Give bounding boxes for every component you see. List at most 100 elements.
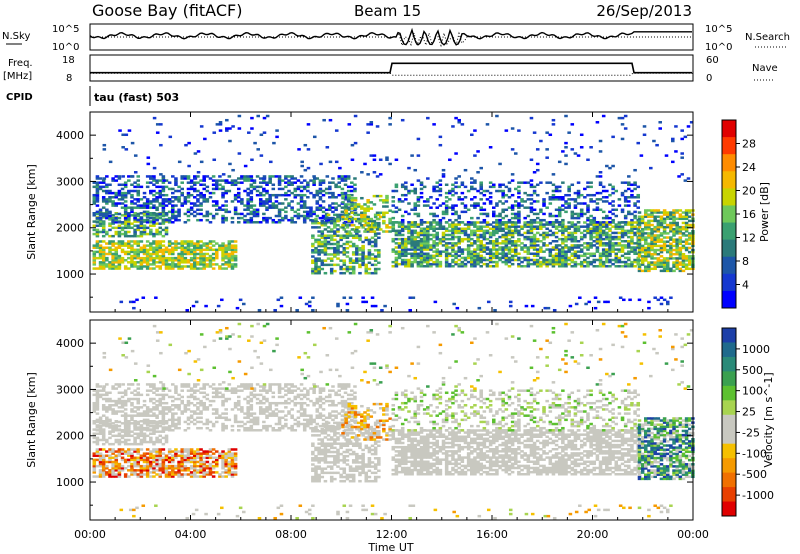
power-cell bbox=[328, 185, 332, 189]
power-cell bbox=[92, 224, 97, 227]
power-cell bbox=[233, 258, 238, 262]
power-cell bbox=[589, 198, 593, 201]
power-cell bbox=[687, 223, 692, 227]
power-cell bbox=[314, 263, 318, 267]
power-cell bbox=[353, 183, 357, 187]
power-cell bbox=[416, 154, 421, 157]
velocity-cell bbox=[199, 464, 203, 468]
power-cell bbox=[164, 232, 169, 236]
power-cell bbox=[561, 242, 565, 245]
power-cell bbox=[152, 116, 157, 120]
power-cell bbox=[535, 168, 540, 172]
power-cell bbox=[633, 214, 637, 218]
power-cell bbox=[548, 250, 553, 253]
power-cell bbox=[611, 258, 615, 262]
power-cell bbox=[196, 244, 200, 247]
power-cell bbox=[551, 262, 556, 266]
power-cell bbox=[152, 250, 156, 254]
power-cell bbox=[608, 240, 612, 243]
power-cell bbox=[576, 193, 581, 197]
power-cell bbox=[426, 227, 430, 230]
power-cell bbox=[510, 229, 515, 233]
power-cell bbox=[407, 235, 411, 239]
power-cell bbox=[342, 271, 347, 275]
power-cell bbox=[495, 250, 499, 253]
velocity-cell bbox=[177, 454, 181, 457]
power-cell bbox=[334, 202, 338, 205]
power-cell bbox=[295, 308, 299, 312]
power-cell bbox=[589, 229, 593, 233]
power-cell bbox=[320, 267, 325, 271]
power-cell bbox=[256, 114, 260, 118]
power-cell bbox=[227, 181, 232, 184]
power-cell bbox=[280, 187, 285, 191]
power-cell bbox=[127, 267, 131, 270]
power-cell bbox=[653, 230, 657, 233]
power-cell bbox=[611, 187, 615, 191]
velocity-cell bbox=[133, 458, 137, 462]
power-cell bbox=[404, 248, 408, 251]
power-cell bbox=[311, 221, 315, 225]
power-cell bbox=[659, 248, 664, 252]
power-cell bbox=[614, 265, 619, 268]
power-cell bbox=[375, 194, 380, 198]
power-cell bbox=[224, 256, 228, 260]
power-cell bbox=[334, 208, 338, 212]
power-cell bbox=[92, 212, 97, 215]
power-cell bbox=[164, 218, 169, 222]
power-cell bbox=[218, 183, 222, 187]
power-cell bbox=[101, 252, 106, 256]
freq-tick-top: 18 bbox=[62, 55, 75, 66]
power-cell bbox=[482, 235, 487, 239]
power-cell bbox=[230, 256, 235, 260]
power-cell bbox=[350, 196, 355, 200]
power-cell bbox=[404, 237, 408, 241]
power-cell bbox=[416, 212, 421, 216]
power-cell bbox=[617, 223, 622, 226]
power-cell bbox=[101, 221, 106, 224]
velocity-cell bbox=[174, 464, 178, 468]
power-cell bbox=[542, 204, 546, 207]
power-cell bbox=[136, 220, 141, 223]
power-cell bbox=[177, 212, 181, 216]
power-cell bbox=[470, 133, 474, 137]
power-cell bbox=[149, 267, 153, 270]
power-cell bbox=[353, 114, 358, 118]
power-cell bbox=[95, 234, 100, 238]
power-cell bbox=[413, 202, 418, 205]
power-cell bbox=[435, 260, 440, 264]
power-cell bbox=[551, 231, 556, 235]
velocity-cell bbox=[193, 475, 197, 478]
power-cell bbox=[177, 254, 181, 258]
power-cell bbox=[171, 196, 175, 199]
velocity-cell bbox=[152, 471, 156, 474]
power-cell bbox=[108, 210, 112, 214]
power-cell bbox=[189, 185, 194, 189]
power-cell bbox=[111, 177, 115, 180]
power-cell bbox=[133, 256, 137, 260]
power-cell bbox=[271, 204, 276, 207]
power-cell bbox=[498, 183, 502, 187]
power-cell bbox=[123, 196, 128, 199]
power-cell bbox=[598, 242, 603, 245]
power-cell bbox=[659, 215, 664, 218]
power-cell bbox=[523, 223, 527, 226]
power-cell bbox=[370, 236, 375, 240]
power-cell bbox=[158, 185, 163, 189]
power-cell bbox=[164, 261, 169, 264]
power-cell bbox=[426, 231, 430, 235]
velocity-cell bbox=[227, 450, 232, 453]
power-cell bbox=[205, 198, 210, 201]
power-cell bbox=[117, 183, 122, 187]
power-cell bbox=[583, 260, 587, 264]
power-cell bbox=[164, 214, 169, 217]
power-cell bbox=[605, 260, 609, 264]
velocity-cell bbox=[95, 475, 100, 478]
power-cell bbox=[155, 218, 159, 222]
power-cell bbox=[482, 258, 487, 262]
power-cell bbox=[432, 260, 436, 264]
power-cell bbox=[479, 198, 483, 201]
power-cell bbox=[98, 254, 103, 258]
power-cell bbox=[488, 258, 493, 262]
power-cell bbox=[681, 217, 686, 221]
